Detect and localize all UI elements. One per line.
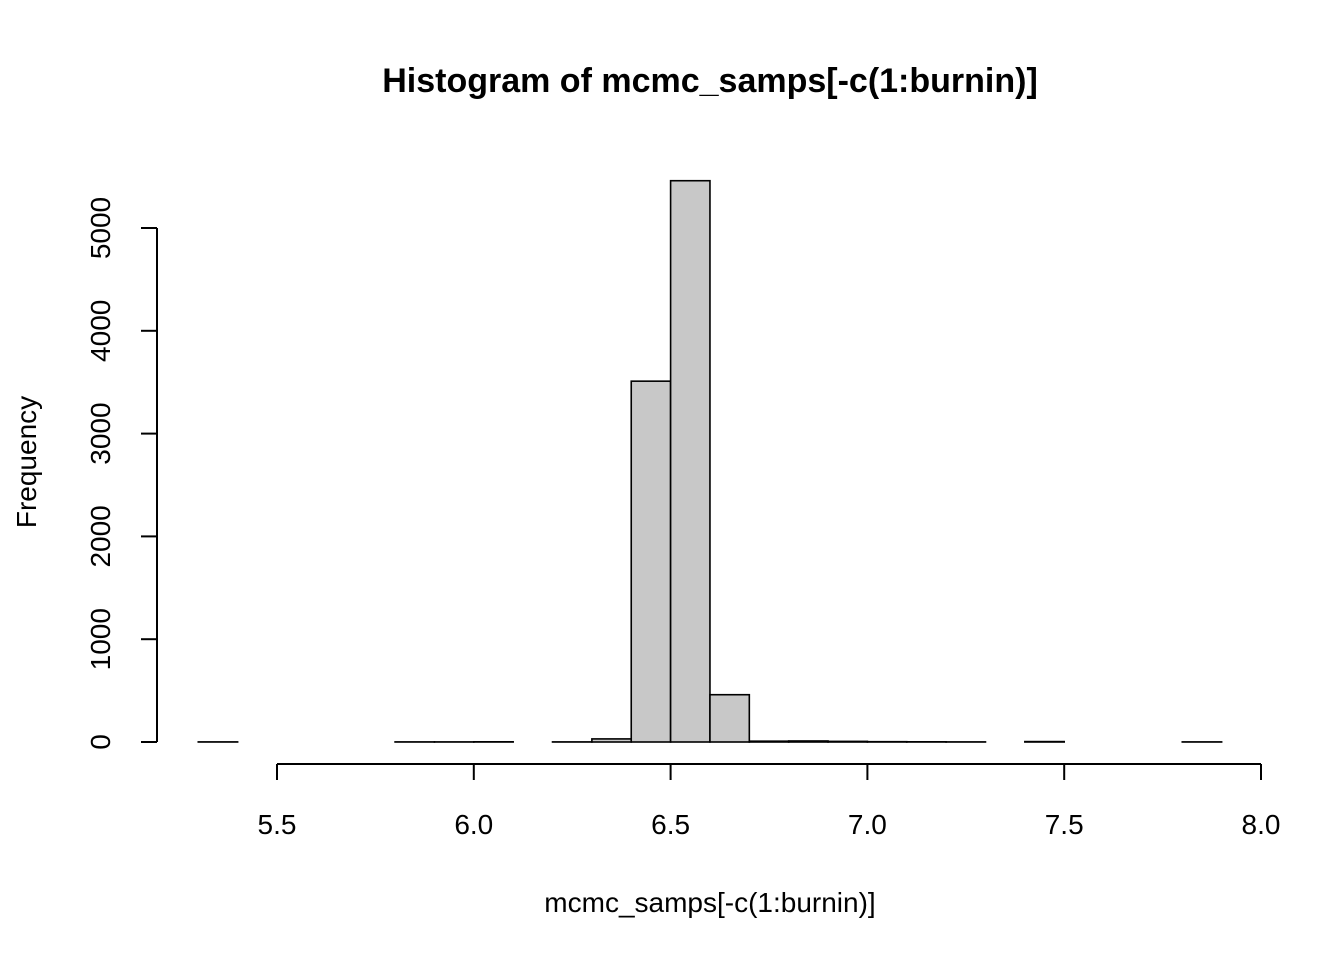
y-tick-label: 1000 (85, 608, 116, 670)
x-tick-label: 7.0 (848, 809, 887, 840)
y-tick-label: 4000 (85, 300, 116, 362)
x-tick-label: 6.0 (454, 809, 493, 840)
x-tick-label: 7.5 (1045, 809, 1084, 840)
histogram-bar (710, 695, 749, 742)
x-tick-label: 5.5 (258, 809, 297, 840)
x-tick-label: 6.5 (651, 809, 690, 840)
histogram-bar (828, 741, 867, 742)
bars-group (198, 181, 1221, 742)
x-axis-title: mcmc_samps[-c(1:burnin)] (544, 887, 875, 918)
y-axis-title: Frequency (11, 396, 42, 528)
x-tick-label: 8.0 (1242, 809, 1281, 840)
y-tick-label: 3000 (85, 402, 116, 464)
y-axis: 0 1000 2000 3000 4000 5000 (85, 197, 157, 750)
x-axis: 5.5 6.0 6.5 7.0 7.5 8.0 (258, 764, 1281, 840)
y-tick-label: 0 (85, 734, 116, 750)
y-tick-label: 2000 (85, 505, 116, 567)
histogram-bar (631, 381, 670, 742)
histogram-bar (592, 739, 631, 742)
y-tick-label: 5000 (85, 197, 116, 259)
chart-title: Histogram of mcmc_samps[-c(1:burnin)] (382, 62, 1038, 100)
histogram-bar (789, 741, 828, 742)
histogram-bar (749, 741, 788, 742)
histogram-bar (671, 181, 710, 742)
